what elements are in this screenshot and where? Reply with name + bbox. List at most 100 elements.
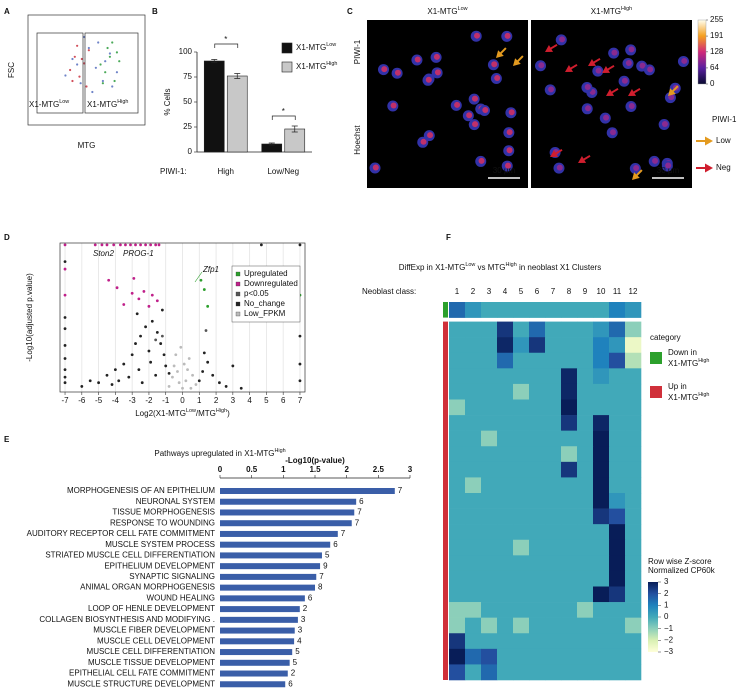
heatmap-cell xyxy=(513,368,530,385)
point xyxy=(80,385,84,388)
category-label: MORPHOGENESIS OF AN EPITHELIUM xyxy=(67,486,215,495)
point xyxy=(64,74,67,77)
column-label: 2 xyxy=(471,287,476,296)
cell-signal xyxy=(559,36,566,43)
heatmap-cell xyxy=(465,617,482,634)
category-label: ANIMAL ORGAN MORPHOGENESIS xyxy=(80,583,215,592)
point xyxy=(298,334,302,338)
cell-signal xyxy=(628,102,635,109)
colorbar-tick-label: −1 xyxy=(664,624,674,633)
point xyxy=(110,383,114,386)
heatmap-cell xyxy=(545,586,562,603)
heatmap-cell xyxy=(593,383,610,400)
bar xyxy=(220,541,331,548)
heatmap-cell xyxy=(577,477,594,494)
y-axis-label: FSC xyxy=(7,62,16,78)
point xyxy=(194,383,198,386)
heatmap-cell xyxy=(529,555,546,572)
bar xyxy=(220,509,355,516)
point xyxy=(155,331,159,334)
column-label: 10 xyxy=(597,287,606,296)
heatmap-cell xyxy=(625,368,642,385)
x-axis-label-part: Log2(X1-MTG xyxy=(135,409,186,418)
heatmap-cell xyxy=(529,633,546,650)
panel-label: A xyxy=(4,7,10,16)
colorbar-tick-label: 191 xyxy=(710,31,724,40)
heatmap-cell xyxy=(577,648,594,665)
point xyxy=(137,368,141,372)
point xyxy=(231,364,235,368)
x-tick-label: 1.5 xyxy=(309,465,321,474)
heatmap-cell xyxy=(497,446,514,463)
heatmap-cell xyxy=(561,477,578,494)
bar xyxy=(220,552,322,559)
heatmap-cell xyxy=(577,617,594,634)
point xyxy=(119,243,122,247)
y-tick-label: 0 xyxy=(188,147,193,156)
heatmap-cell xyxy=(497,524,514,541)
image-title-part: Low xyxy=(458,6,468,12)
point xyxy=(140,381,144,385)
heatmap-cell xyxy=(593,430,610,447)
heatmap-cell xyxy=(529,302,546,318)
heatmap-cell xyxy=(497,586,514,603)
heatmap-cell xyxy=(481,586,498,603)
heatmap-cell xyxy=(529,508,546,525)
heatmap-cell xyxy=(609,446,626,463)
legend-label: Neg xyxy=(716,163,731,172)
legend-title: PIWI-1 xyxy=(712,115,737,124)
arrow-head xyxy=(545,44,554,52)
count-label: 7 xyxy=(319,572,324,581)
error-bar xyxy=(211,59,218,63)
heatmap-cell xyxy=(529,321,546,338)
plot-frame xyxy=(59,242,306,393)
point xyxy=(108,55,111,58)
category-label: MUSCLE TISSUE DEVELOPMENT xyxy=(88,658,215,667)
cell-signal xyxy=(628,46,635,53)
point xyxy=(71,79,74,83)
heatmap-cell xyxy=(465,602,482,618)
count-label: 7 xyxy=(341,529,346,538)
chart-title-part: Pathways upregulated in X1-MTG xyxy=(154,449,274,458)
heatmap-cell xyxy=(465,586,482,603)
heatmap-cell xyxy=(593,648,610,665)
point xyxy=(78,75,81,78)
colorbar-tick-label: 0 xyxy=(710,79,715,88)
heatmap-cell xyxy=(561,461,578,478)
heatmap-cell xyxy=(465,493,482,509)
point xyxy=(100,243,104,247)
colorbar-tick-label: 1 xyxy=(664,600,669,609)
heatmap-cell xyxy=(465,430,482,447)
heatmap-cell xyxy=(561,664,578,681)
heatmap-cell xyxy=(481,648,498,665)
bar xyxy=(203,60,225,153)
colorbar xyxy=(648,582,658,652)
annotation: Ston2 xyxy=(93,249,114,258)
point xyxy=(174,353,178,357)
heatmap-cell xyxy=(609,302,626,318)
y-tick-label: 75 xyxy=(183,72,192,81)
bar xyxy=(220,627,295,634)
heatmap-cell xyxy=(529,493,546,509)
y-axis-label: % Cells xyxy=(163,88,172,115)
panel-label: D xyxy=(4,233,10,242)
point xyxy=(139,243,142,247)
point xyxy=(177,381,181,385)
heatmap-cell xyxy=(609,508,626,525)
point xyxy=(99,63,102,66)
category-label: SYNAPTIC SIGNALING xyxy=(129,572,215,581)
point xyxy=(154,373,158,377)
point xyxy=(115,71,119,74)
legend-marker xyxy=(235,291,241,297)
point xyxy=(211,373,215,377)
panel-label: C xyxy=(347,7,353,16)
chart-title-part: Low xyxy=(465,262,475,268)
heatmap-cell xyxy=(449,430,466,447)
heatmap-cell xyxy=(577,493,594,509)
point xyxy=(63,357,67,360)
chart-title: Pathways upregulated in X1-MTGHigh xyxy=(154,448,285,458)
heatmap-cell xyxy=(625,415,642,431)
heatmap-cell xyxy=(561,508,578,525)
point xyxy=(104,60,107,63)
cell-signal xyxy=(478,157,485,164)
